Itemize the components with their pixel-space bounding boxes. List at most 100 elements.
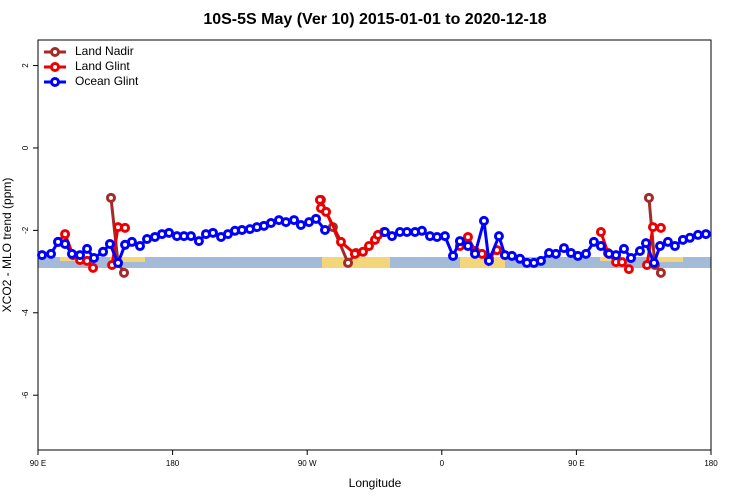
legend-label: Land Nadir bbox=[75, 44, 134, 58]
point bbox=[113, 257, 124, 268]
x-tick-label: 90 E bbox=[30, 459, 46, 468]
point bbox=[692, 229, 703, 240]
x-axis-label: Longitude bbox=[349, 476, 402, 490]
point bbox=[82, 243, 93, 254]
point bbox=[572, 250, 583, 261]
y-tick-label: 2 bbox=[21, 63, 30, 68]
point bbox=[321, 206, 332, 217]
point bbox=[37, 250, 48, 261]
legend-label: Land Glint bbox=[75, 59, 130, 73]
point bbox=[623, 264, 634, 275]
point bbox=[60, 238, 71, 249]
x-tick-label: 180 bbox=[704, 459, 718, 468]
point bbox=[295, 220, 306, 231]
point bbox=[478, 215, 489, 226]
x-tick-label: 90 E bbox=[568, 459, 584, 468]
chart-title: 10S-5S May (Ver 10) 2015-01-01 to 2020-1… bbox=[203, 11, 546, 28]
point bbox=[266, 217, 277, 228]
point bbox=[75, 250, 86, 261]
point bbox=[314, 194, 325, 205]
y-tick-label: -2 bbox=[21, 226, 30, 234]
legend-marker bbox=[50, 47, 60, 57]
point bbox=[46, 248, 57, 259]
point bbox=[647, 222, 658, 233]
point bbox=[126, 236, 137, 247]
legend-marker bbox=[50, 77, 60, 87]
x-tick-label: 90 W bbox=[298, 459, 317, 468]
y-tick-label: -4 bbox=[21, 309, 30, 317]
point bbox=[625, 252, 636, 263]
land-strip bbox=[460, 257, 505, 268]
point bbox=[105, 192, 116, 203]
point bbox=[655, 222, 666, 233]
point bbox=[595, 241, 606, 252]
point bbox=[164, 227, 175, 238]
point bbox=[416, 225, 427, 236]
point bbox=[193, 236, 204, 247]
point bbox=[319, 224, 330, 235]
point bbox=[470, 248, 481, 259]
point bbox=[515, 253, 526, 264]
point bbox=[379, 227, 390, 238]
point bbox=[618, 243, 629, 254]
land-strip bbox=[110, 257, 145, 262]
point bbox=[655, 267, 666, 278]
point bbox=[558, 243, 569, 254]
point bbox=[401, 227, 412, 238]
point bbox=[335, 236, 346, 247]
point bbox=[236, 224, 247, 235]
point bbox=[454, 236, 465, 247]
point bbox=[357, 246, 368, 257]
y-axis-label: XCO2 - MLO trend (ppm) bbox=[0, 178, 14, 313]
point bbox=[649, 257, 660, 268]
point bbox=[483, 255, 494, 266]
point bbox=[580, 248, 591, 259]
x-tick-label: 0 bbox=[440, 459, 445, 468]
point bbox=[700, 229, 711, 240]
land-strip bbox=[648, 257, 683, 262]
point bbox=[98, 246, 109, 257]
point bbox=[588, 236, 599, 247]
point bbox=[207, 227, 218, 238]
land-strip bbox=[322, 257, 390, 268]
point bbox=[349, 248, 360, 259]
point bbox=[595, 227, 606, 238]
point bbox=[462, 231, 473, 242]
point bbox=[104, 238, 115, 249]
point bbox=[640, 238, 651, 249]
y-tick-label: -6 bbox=[21, 391, 30, 399]
point bbox=[280, 217, 291, 228]
point bbox=[60, 229, 71, 240]
point bbox=[634, 245, 645, 256]
point bbox=[684, 232, 695, 243]
point bbox=[617, 257, 628, 268]
point bbox=[432, 231, 443, 242]
point bbox=[134, 241, 145, 252]
point bbox=[439, 231, 450, 242]
point bbox=[88, 252, 99, 263]
point bbox=[66, 248, 77, 259]
point bbox=[611, 250, 622, 261]
point bbox=[88, 262, 99, 273]
point bbox=[120, 222, 131, 233]
legend-marker bbox=[50, 62, 60, 72]
point bbox=[142, 234, 153, 245]
point bbox=[363, 241, 374, 252]
point bbox=[535, 255, 546, 266]
point bbox=[643, 192, 654, 203]
legend-label: Ocean Glint bbox=[75, 74, 139, 88]
point bbox=[669, 241, 680, 252]
point bbox=[289, 215, 300, 226]
point bbox=[462, 241, 473, 252]
point bbox=[493, 231, 504, 242]
point bbox=[118, 267, 129, 278]
x-tick-label: 180 bbox=[166, 459, 180, 468]
point bbox=[185, 231, 196, 242]
point bbox=[506, 250, 517, 261]
point bbox=[448, 250, 459, 261]
point bbox=[386, 231, 397, 242]
point bbox=[311, 213, 322, 224]
plot-frame bbox=[37, 39, 712, 451]
